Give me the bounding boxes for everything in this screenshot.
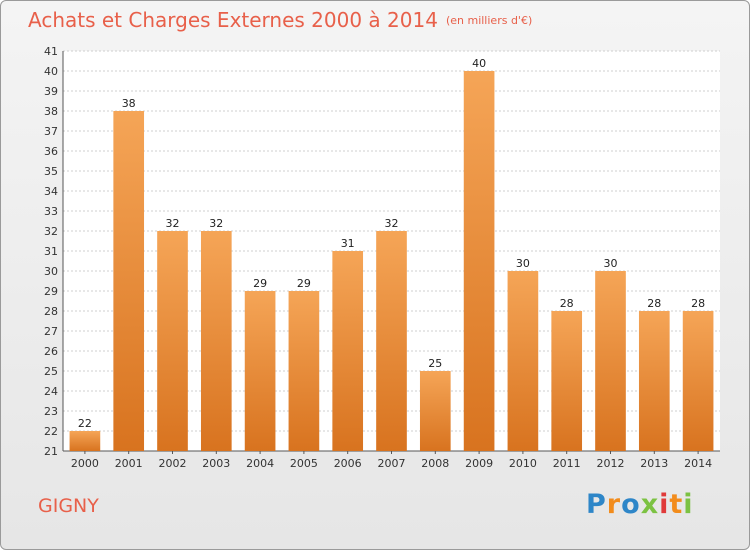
x-tick-label: 2010 [509, 457, 537, 470]
bar [157, 231, 188, 451]
bar-value-label: 28 [560, 297, 574, 310]
proxiti-logo: Proxiti [586, 489, 694, 520]
bar [682, 311, 714, 451]
chart-subtitle: (en milliers d'€) [445, 14, 533, 27]
bar-value-label: 30 [604, 257, 618, 270]
bar-value-label: 30 [516, 257, 530, 270]
bar-value-label: 38 [122, 97, 136, 110]
logo-letter: i [683, 489, 694, 520]
logo-letter: i [659, 489, 670, 520]
bar-value-label: 25 [428, 357, 442, 370]
bar-value-label: 29 [297, 277, 311, 290]
y-tick-label: 30 [44, 265, 58, 278]
y-tick-label: 25 [44, 365, 58, 378]
y-tick-label: 41 [44, 45, 58, 58]
logo-letter: x [640, 489, 660, 520]
y-tick-label: 36 [44, 145, 58, 158]
bar [332, 251, 364, 451]
y-tick-label: 35 [44, 165, 58, 178]
y-tick-label: 21 [44, 445, 58, 458]
x-tick-label: 2004 [246, 457, 274, 470]
x-tick-label: 2006 [334, 457, 362, 470]
bar [200, 231, 232, 451]
logo-letter: P [586, 489, 607, 520]
logo-letter: r [606, 489, 622, 520]
y-tick-label: 32 [44, 225, 58, 238]
y-tick-label: 29 [44, 285, 58, 298]
bar-value-label: 32 [385, 217, 399, 230]
bar [69, 431, 101, 451]
y-tick-label: 37 [44, 125, 58, 138]
x-tick-label: 2002 [159, 457, 187, 470]
bar-value-label: 22 [78, 417, 92, 430]
bar-value-label: 32 [166, 217, 180, 230]
bar-value-label: 40 [472, 57, 486, 70]
y-tick-label: 40 [44, 65, 58, 78]
bar [507, 271, 539, 451]
y-tick-label: 23 [44, 405, 58, 418]
bar-value-label: 32 [209, 217, 223, 230]
x-tick-label: 2003 [202, 457, 230, 470]
x-tick-label: 2013 [640, 457, 668, 470]
y-tick-label: 34 [44, 185, 58, 198]
logo-letter: o [621, 489, 641, 520]
bar [463, 71, 495, 451]
y-tick-label: 28 [44, 305, 58, 318]
x-tick-label: 2008 [421, 457, 449, 470]
x-tick-label: 2001 [115, 457, 143, 470]
x-tick-label: 2007 [378, 457, 406, 470]
bar-value-label: 28 [691, 297, 705, 310]
bar [551, 311, 583, 451]
bar [288, 291, 320, 451]
bar-value-label: 31 [341, 237, 355, 250]
chart-title: Achats et Charges Externes 2000 à 2014 (e… [28, 8, 532, 32]
y-tick-label: 27 [44, 325, 58, 338]
x-tick-label: 2012 [597, 457, 625, 470]
bar-value-label: 28 [647, 297, 661, 310]
bar [595, 271, 626, 451]
y-tick-label: 24 [44, 385, 58, 398]
commune-name: GIGNY [38, 495, 99, 517]
y-tick-label: 39 [44, 85, 58, 98]
x-tick-label: 2005 [290, 457, 318, 470]
bar [113, 111, 145, 451]
bar [244, 291, 276, 451]
y-tick-label: 31 [44, 245, 58, 258]
bar [419, 371, 451, 451]
y-tick-label: 22 [44, 425, 58, 438]
y-tick-label: 38 [44, 105, 58, 118]
bar-value-label: 29 [253, 277, 267, 290]
x-tick-label: 2000 [71, 457, 99, 470]
x-tick-label: 2009 [465, 457, 493, 470]
y-tick-label: 33 [44, 205, 58, 218]
chart-title-text: Achats et Charges Externes 2000 à 2014 [28, 8, 438, 32]
x-tick-label: 2014 [684, 457, 712, 470]
logo-letter: t [669, 489, 684, 520]
x-tick-label: 2011 [553, 457, 581, 470]
y-tick-label: 26 [44, 345, 58, 358]
bar [638, 311, 670, 451]
bar [376, 231, 407, 451]
